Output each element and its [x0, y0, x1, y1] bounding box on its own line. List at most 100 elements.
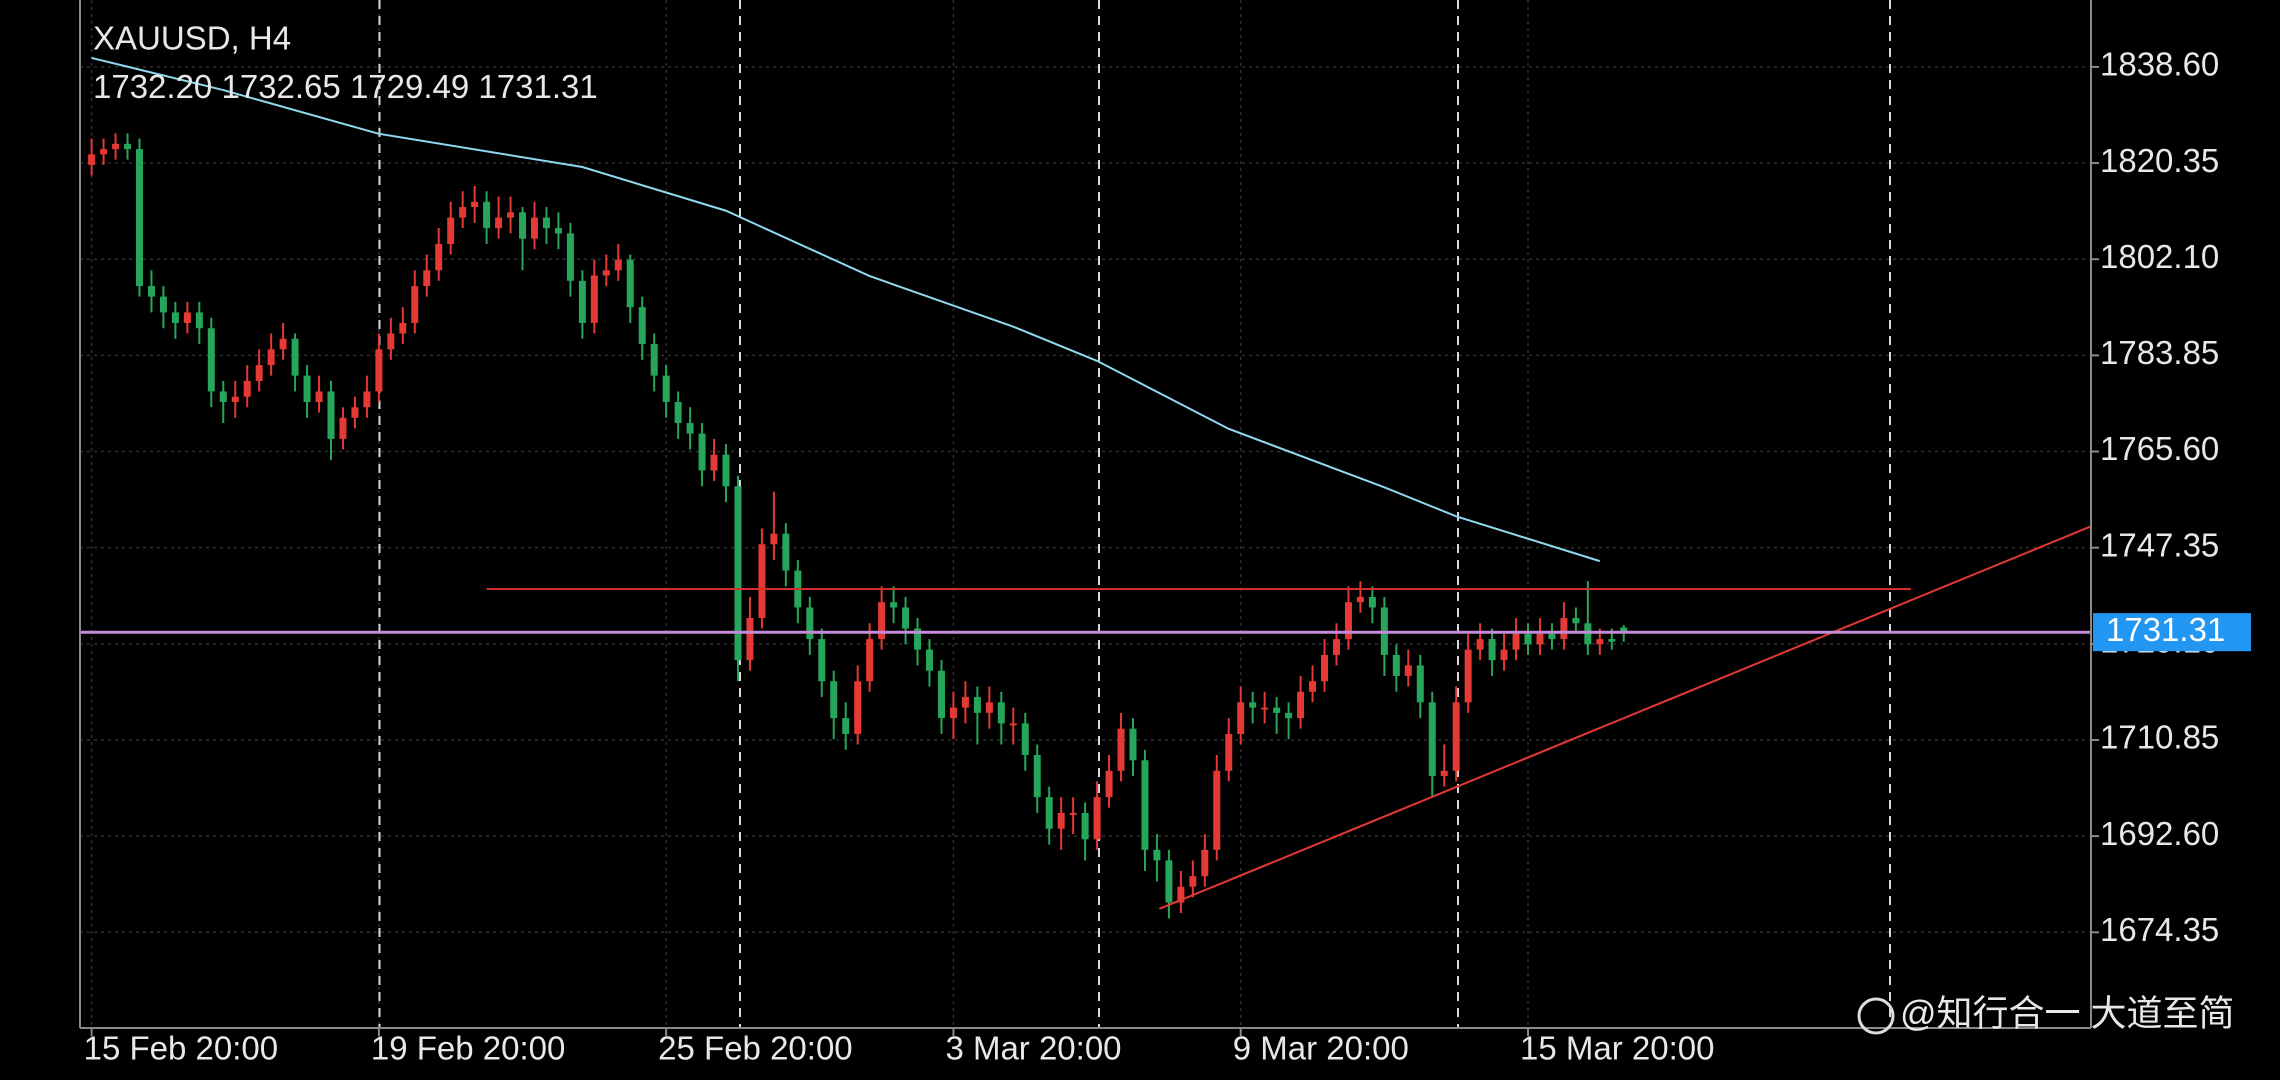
- candle-body: [686, 423, 694, 434]
- close-value: 1731.31: [478, 68, 597, 105]
- candle-body: [219, 391, 227, 402]
- candle-body: [1392, 654, 1400, 676]
- candle-body: [1428, 702, 1436, 777]
- x-tick-label: 3 Mar 20:00: [945, 1030, 1121, 1067]
- candle-body: [1177, 886, 1185, 903]
- candle-body: [135, 149, 143, 287]
- candle-body: [554, 228, 562, 234]
- candle-body: [1404, 665, 1412, 676]
- y-tick-label: 1820.35: [2100, 142, 2219, 179]
- candle-body: [1512, 633, 1520, 650]
- candle-body: [1189, 876, 1197, 887]
- candle-body: [997, 702, 1005, 724]
- candle-body: [195, 312, 203, 329]
- candle-body: [1009, 723, 1017, 726]
- candle-body: [878, 602, 886, 640]
- candle-body: [890, 602, 898, 608]
- candle-body: [423, 270, 431, 287]
- candle-body: [949, 707, 957, 719]
- candle-body: [303, 375, 311, 402]
- candle-body: [387, 333, 395, 350]
- candle-body: [1488, 639, 1496, 661]
- candle-body: [1464, 649, 1472, 703]
- candle-body: [411, 286, 419, 323]
- candle-body: [830, 681, 838, 719]
- moving-average: [91, 56, 1601, 563]
- candle-body: [1261, 707, 1269, 710]
- candle-body: [291, 338, 299, 376]
- candle-body: [902, 607, 910, 629]
- y-tick-label: 1802.10: [2100, 238, 2219, 275]
- candle-body: [698, 433, 706, 471]
- candle-body: [530, 217, 538, 239]
- candle-body: [363, 391, 371, 408]
- candle-body: [542, 217, 550, 229]
- candle-body: [734, 486, 742, 661]
- candle-body: [447, 217, 455, 244]
- candle-body: [806, 607, 814, 640]
- candle-body: [638, 307, 646, 345]
- candle-body: [1093, 797, 1101, 840]
- candle-body: [1105, 770, 1113, 798]
- candle-body: [1021, 723, 1029, 756]
- x-tick-label: 19 Feb 20:00: [371, 1030, 566, 1067]
- candle-body: [1452, 702, 1460, 771]
- plot: [80, 56, 2092, 919]
- candle-body: [1536, 633, 1544, 645]
- candle-body: [1201, 849, 1209, 877]
- candle-body: [267, 349, 275, 366]
- candle-body: [1141, 760, 1149, 850]
- candle-body: [255, 365, 263, 381]
- y-tick-label: 1674.35: [2100, 911, 2219, 948]
- candle-body: [159, 296, 167, 313]
- candle-body: [1524, 633, 1532, 645]
- candle-body: [842, 718, 850, 734]
- candle-body: [722, 454, 730, 487]
- candle-body: [1476, 639, 1484, 650]
- price-box-label: 1731.31: [2106, 611, 2225, 648]
- y-tick-label: 1747.35: [2100, 526, 2219, 563]
- candle-body: [279, 338, 287, 350]
- candle-body: [818, 639, 826, 682]
- candle-body: [1285, 712, 1293, 719]
- candle-body: [88, 154, 96, 165]
- candle-body: [1416, 665, 1424, 703]
- candle-body: [602, 270, 610, 276]
- candle-body: [1500, 649, 1508, 661]
- candle-body: [626, 259, 634, 308]
- x-tick-label: 15 Feb 20:00: [84, 1030, 279, 1067]
- candle-body: [183, 312, 191, 323]
- candle-body: [578, 280, 586, 323]
- candle-body: [1297, 691, 1305, 719]
- candle-body: [171, 312, 179, 323]
- candle-body: [1440, 770, 1448, 777]
- y-tick-label: 1710.85: [2100, 719, 2219, 756]
- candle-body: [1620, 627, 1628, 633]
- candle-body: [1560, 618, 1568, 640]
- price-box: [2093, 613, 2251, 652]
- candle-body: [961, 697, 969, 708]
- symbol-title: XAUUSD, H4: [93, 20, 291, 57]
- candle-body: [1608, 639, 1616, 642]
- candle-body: [1273, 707, 1281, 713]
- candle-body: [854, 681, 862, 734]
- axes: 1838.60 1820.35 1802.10 1783.85 1765.60 1747.…: [84, 46, 2251, 1067]
- candle-body: [1081, 812, 1089, 840]
- candle-body: [1332, 639, 1340, 655]
- candle-body: [1584, 623, 1592, 645]
- candle-body: [507, 212, 515, 218]
- y-tick-label: 1765.60: [2100, 430, 2219, 467]
- candle-body: [650, 344, 658, 376]
- candle-body: [112, 143, 120, 150]
- candle-body: [339, 417, 347, 439]
- ohlc-readout: 1732.20 1732.65 1729.49 1731.31: [93, 68, 598, 105]
- x-tick-label: 15 Mar 20:00: [1520, 1030, 1714, 1067]
- candle-body: [243, 380, 251, 397]
- drawn-line: [1158, 525, 2092, 910]
- candle-body: [471, 201, 479, 208]
- candle-body: [1117, 728, 1125, 771]
- candle-body: [495, 217, 503, 229]
